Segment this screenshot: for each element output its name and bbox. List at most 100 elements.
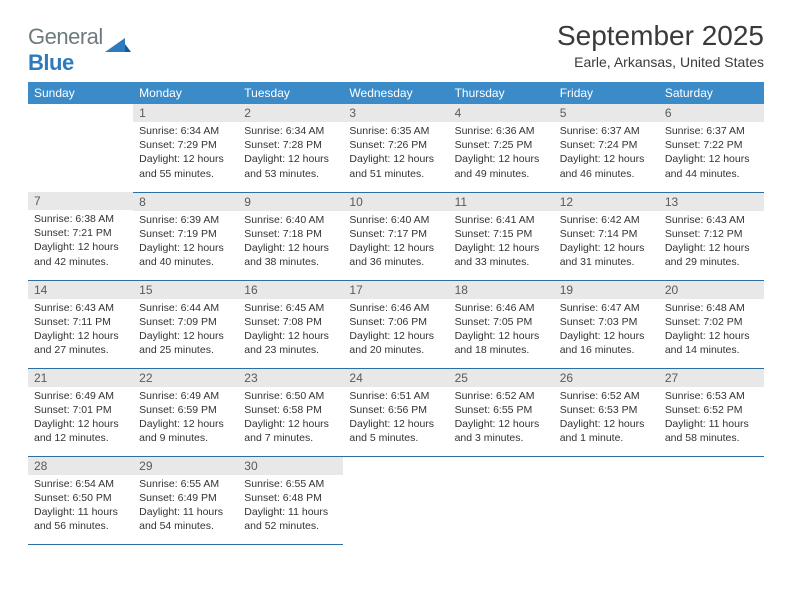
day-number: 13 (659, 193, 764, 211)
day-details: Sunrise: 6:36 AMSunset: 7:25 PMDaylight:… (449, 122, 554, 185)
day-number: 29 (133, 457, 238, 475)
day-details: Sunrise: 6:52 AMSunset: 6:55 PMDaylight:… (449, 387, 554, 450)
day-details: Sunrise: 6:46 AMSunset: 7:06 PMDaylight:… (343, 299, 448, 362)
day-details: Sunrise: 6:34 AMSunset: 7:29 PMDaylight:… (133, 122, 238, 185)
day-details: Sunrise: 6:40 AMSunset: 7:17 PMDaylight:… (343, 211, 448, 274)
day-number: 22 (133, 369, 238, 387)
weekday-header: Sunday (28, 82, 133, 104)
logo-text: General Blue (28, 24, 103, 76)
day-details: Sunrise: 6:53 AMSunset: 6:52 PMDaylight:… (659, 387, 764, 450)
day-number: 21 (28, 369, 133, 387)
day-details: Sunrise: 6:44 AMSunset: 7:09 PMDaylight:… (133, 299, 238, 362)
day-number: 2 (238, 104, 343, 122)
weekday-header: Tuesday (238, 82, 343, 104)
day-details: Sunrise: 6:37 AMSunset: 7:24 PMDaylight:… (554, 122, 659, 185)
day-details: Sunrise: 6:54 AMSunset: 6:50 PMDaylight:… (28, 475, 133, 538)
calendar-day-cell: 28Sunrise: 6:54 AMSunset: 6:50 PMDayligh… (28, 456, 133, 544)
calendar-day-cell: 4Sunrise: 6:36 AMSunset: 7:25 PMDaylight… (449, 104, 554, 192)
day-number: 7 (28, 192, 133, 210)
calendar-day-cell: 5Sunrise: 6:37 AMSunset: 7:24 PMDaylight… (554, 104, 659, 192)
day-details: Sunrise: 6:55 AMSunset: 6:49 PMDaylight:… (133, 475, 238, 538)
calendar-day-cell: 8Sunrise: 6:39 AMSunset: 7:19 PMDaylight… (133, 192, 238, 280)
calendar-day-cell: 11Sunrise: 6:41 AMSunset: 7:15 PMDayligh… (449, 192, 554, 280)
calendar-day-cell: 7Sunrise: 6:38 AMSunset: 7:21 PMDaylight… (28, 192, 133, 280)
calendar-week-row: .1Sunrise: 6:34 AMSunset: 7:29 PMDayligh… (28, 104, 764, 192)
month-title: September 2025 (557, 20, 764, 52)
day-number: 26 (554, 369, 659, 387)
calendar-day-cell: . (449, 456, 554, 544)
day-number: 12 (554, 193, 659, 211)
day-number: 9 (238, 193, 343, 211)
calendar-day-cell: 12Sunrise: 6:42 AMSunset: 7:14 PMDayligh… (554, 192, 659, 280)
day-number: 16 (238, 281, 343, 299)
calendar-day-cell: 13Sunrise: 6:43 AMSunset: 7:12 PMDayligh… (659, 192, 764, 280)
title-block: September 2025 Earle, Arkansas, United S… (557, 20, 764, 70)
calendar-day-cell: 17Sunrise: 6:46 AMSunset: 7:06 PMDayligh… (343, 280, 448, 368)
day-number: 10 (343, 193, 448, 211)
day-details: Sunrise: 6:49 AMSunset: 6:59 PMDaylight:… (133, 387, 238, 450)
weekday-header: Wednesday (343, 82, 448, 104)
day-number: 4 (449, 104, 554, 122)
day-number: 19 (554, 281, 659, 299)
day-number: 28 (28, 457, 133, 475)
calendar-day-cell: . (659, 456, 764, 544)
logo-text-blue: Blue (28, 50, 74, 75)
calendar-day-cell: . (554, 456, 659, 544)
calendar-day-cell: 23Sunrise: 6:50 AMSunset: 6:58 PMDayligh… (238, 368, 343, 456)
day-number: 24 (343, 369, 448, 387)
calendar-day-cell: 16Sunrise: 6:45 AMSunset: 7:08 PMDayligh… (238, 280, 343, 368)
calendar-day-cell: 20Sunrise: 6:48 AMSunset: 7:02 PMDayligh… (659, 280, 764, 368)
calendar-day-cell: 26Sunrise: 6:52 AMSunset: 6:53 PMDayligh… (554, 368, 659, 456)
day-number: 18 (449, 281, 554, 299)
weekday-header: Monday (133, 82, 238, 104)
day-details: Sunrise: 6:41 AMSunset: 7:15 PMDaylight:… (449, 211, 554, 274)
calendar-header-row: SundayMondayTuesdayWednesdayThursdayFrid… (28, 82, 764, 104)
calendar-day-cell: . (343, 456, 448, 544)
day-details: Sunrise: 6:39 AMSunset: 7:19 PMDaylight:… (133, 211, 238, 274)
day-details: Sunrise: 6:45 AMSunset: 7:08 PMDaylight:… (238, 299, 343, 362)
page-header: General Blue September 2025 Earle, Arkan… (28, 20, 764, 76)
calendar-day-cell: 2Sunrise: 6:34 AMSunset: 7:28 PMDaylight… (238, 104, 343, 192)
calendar-day-cell: 6Sunrise: 6:37 AMSunset: 7:22 PMDaylight… (659, 104, 764, 192)
day-details: Sunrise: 6:40 AMSunset: 7:18 PMDaylight:… (238, 211, 343, 274)
day-number: 8 (133, 193, 238, 211)
calendar-day-cell: 22Sunrise: 6:49 AMSunset: 6:59 PMDayligh… (133, 368, 238, 456)
calendar-day-cell: 24Sunrise: 6:51 AMSunset: 6:56 PMDayligh… (343, 368, 448, 456)
calendar-day-cell: 14Sunrise: 6:43 AMSunset: 7:11 PMDayligh… (28, 280, 133, 368)
calendar-week-row: 7Sunrise: 6:38 AMSunset: 7:21 PMDaylight… (28, 192, 764, 280)
calendar-day-cell: 10Sunrise: 6:40 AMSunset: 7:17 PMDayligh… (343, 192, 448, 280)
calendar-day-cell: . (28, 104, 133, 192)
day-number: 1 (133, 104, 238, 122)
calendar-day-cell: 30Sunrise: 6:55 AMSunset: 6:48 PMDayligh… (238, 456, 343, 544)
calendar-day-cell: 15Sunrise: 6:44 AMSunset: 7:09 PMDayligh… (133, 280, 238, 368)
weekday-header: Saturday (659, 82, 764, 104)
day-number: 11 (449, 193, 554, 211)
day-number: 27 (659, 369, 764, 387)
day-details: Sunrise: 6:51 AMSunset: 6:56 PMDaylight:… (343, 387, 448, 450)
day-number: 5 (554, 104, 659, 122)
day-details: Sunrise: 6:48 AMSunset: 7:02 PMDaylight:… (659, 299, 764, 362)
day-details: Sunrise: 6:52 AMSunset: 6:53 PMDaylight:… (554, 387, 659, 450)
calendar-day-cell: 19Sunrise: 6:47 AMSunset: 7:03 PMDayligh… (554, 280, 659, 368)
day-details: Sunrise: 6:35 AMSunset: 7:26 PMDaylight:… (343, 122, 448, 185)
calendar-table: SundayMondayTuesdayWednesdayThursdayFrid… (28, 82, 764, 545)
day-details: Sunrise: 6:50 AMSunset: 6:58 PMDaylight:… (238, 387, 343, 450)
logo: General Blue (28, 24, 131, 76)
day-details: Sunrise: 6:43 AMSunset: 7:12 PMDaylight:… (659, 211, 764, 274)
day-number: 6 (659, 104, 764, 122)
day-details: Sunrise: 6:46 AMSunset: 7:05 PMDaylight:… (449, 299, 554, 362)
calendar-day-cell: 3Sunrise: 6:35 AMSunset: 7:26 PMDaylight… (343, 104, 448, 192)
calendar-week-row: 14Sunrise: 6:43 AMSunset: 7:11 PMDayligh… (28, 280, 764, 368)
location-text: Earle, Arkansas, United States (557, 54, 764, 70)
day-details: Sunrise: 6:34 AMSunset: 7:28 PMDaylight:… (238, 122, 343, 185)
calendar-page: General Blue September 2025 Earle, Arkan… (0, 0, 792, 555)
day-number: 3 (343, 104, 448, 122)
calendar-body: .1Sunrise: 6:34 AMSunset: 7:29 PMDayligh… (28, 104, 764, 544)
day-details: Sunrise: 6:43 AMSunset: 7:11 PMDaylight:… (28, 299, 133, 362)
day-number: 17 (343, 281, 448, 299)
calendar-day-cell: 29Sunrise: 6:55 AMSunset: 6:49 PMDayligh… (133, 456, 238, 544)
day-details: Sunrise: 6:49 AMSunset: 7:01 PMDaylight:… (28, 387, 133, 450)
calendar-day-cell: 25Sunrise: 6:52 AMSunset: 6:55 PMDayligh… (449, 368, 554, 456)
weekday-header: Thursday (449, 82, 554, 104)
day-number: 14 (28, 281, 133, 299)
